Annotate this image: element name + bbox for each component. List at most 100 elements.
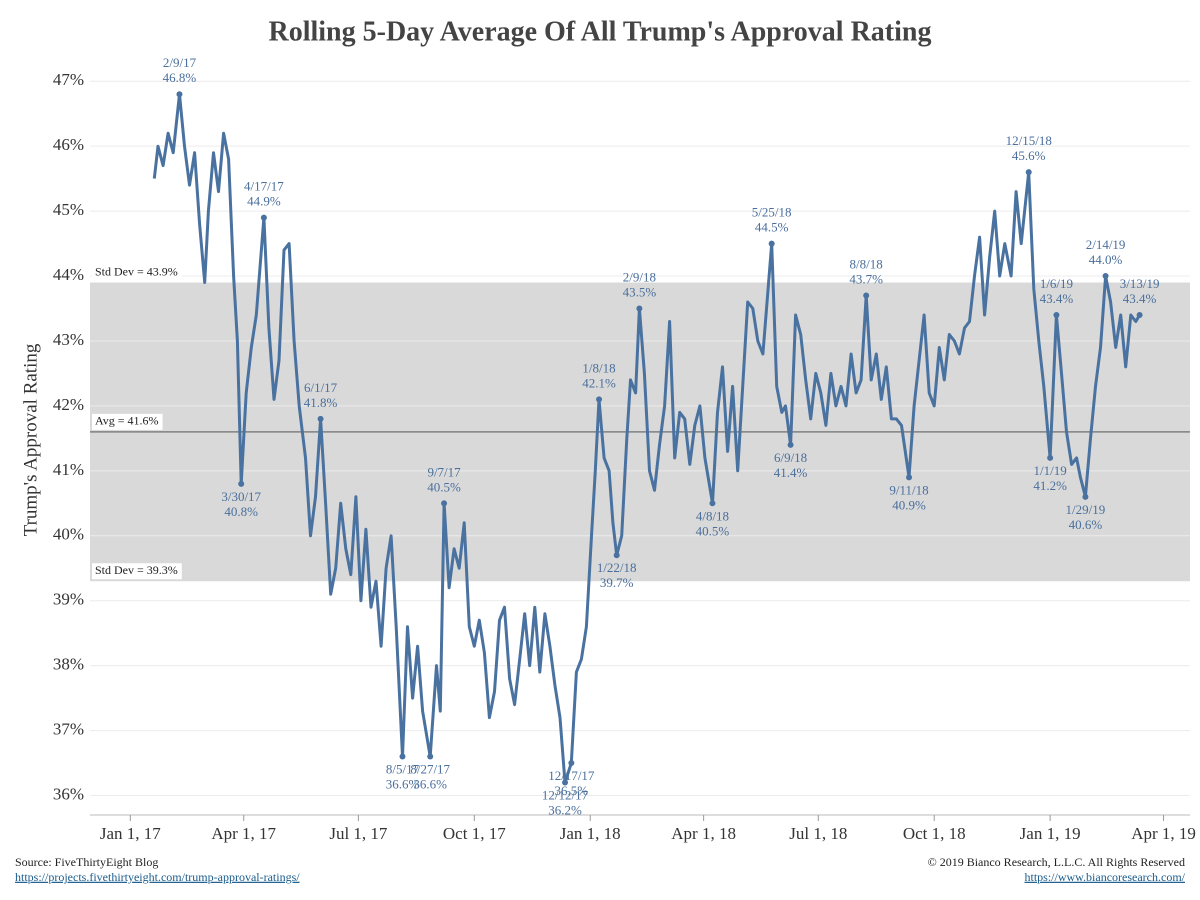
annotation-value: 40.5%: [696, 523, 730, 538]
annotation-date: 2/9/18: [623, 269, 656, 284]
annotation-dot: [427, 753, 434, 760]
annotation-dot: [709, 500, 716, 507]
y-tick-label: 39%: [53, 590, 84, 609]
annotation-dot: [562, 779, 569, 786]
ref-label: Std Dev = 43.9%: [95, 264, 178, 278]
annotation-date: 2/14/19: [1086, 237, 1126, 252]
y-tick-label: 36%: [53, 784, 84, 803]
annotation-date: 1/8/18: [582, 360, 615, 375]
annotation-dot: [1136, 312, 1143, 318]
annotation-date: 4/17/17: [244, 179, 284, 194]
annotation-date: 9/7/17: [427, 464, 461, 479]
annotation-value: 40.9%: [892, 497, 926, 512]
annotation-value: 44.0%: [1089, 252, 1123, 267]
annotation-value: 40.8%: [224, 504, 258, 519]
annotation-value: 43.4%: [1040, 291, 1074, 306]
annotation-dot: [1025, 169, 1032, 176]
annotation-dot: [1102, 273, 1109, 280]
annotation-dot: [176, 91, 183, 98]
annotation-dot: [1047, 454, 1054, 461]
y-tick-label: 44%: [53, 265, 84, 284]
annotation-dot: [787, 441, 794, 448]
y-tick-label: 43%: [53, 330, 84, 349]
y-tick-label: 41%: [53, 460, 84, 479]
y-tick-label: 45%: [53, 200, 84, 219]
x-tick-label: Oct 1, 17: [443, 824, 506, 843]
annotation-dot: [636, 305, 643, 312]
annotation-date: 8/27/17: [410, 762, 450, 777]
annotation-value: 43.5%: [623, 284, 657, 299]
annotation-date: 1/6/19: [1040, 276, 1073, 291]
annotation-dot: [568, 760, 575, 767]
annotation-value: 36.6%: [386, 777, 420, 792]
source: Source: FiveThirtyEight Blog: [15, 855, 158, 869]
annotation-dot: [1082, 493, 1089, 500]
annotation-value: 41.4%: [774, 465, 808, 480]
annotation-date: 8/8/18: [850, 257, 883, 272]
annotation-dot: [613, 552, 620, 559]
annotation-date: 1/29/19: [1066, 502, 1106, 517]
annotation-date: 1/22/18: [597, 560, 637, 575]
annotation-date: 3/13/19: [1120, 276, 1160, 291]
annotation-value: 45.6%: [1012, 148, 1046, 163]
annotation-value: 36.6%: [413, 777, 447, 792]
annotation-date: 5/25/18: [752, 205, 792, 220]
annotation-value: 41.8%: [304, 395, 338, 410]
annotation-date: 12/12/17: [542, 788, 589, 803]
annotation-value: 44.5%: [755, 220, 789, 235]
x-tick-label: Jul 1, 17: [329, 824, 388, 843]
annotation-value: 40.6%: [1069, 517, 1103, 532]
annotation-value: 44.9%: [247, 194, 281, 209]
annotation-value: 36.2%: [548, 803, 582, 818]
annotation-date: 12/17/17: [548, 768, 595, 783]
annotation-dot: [768, 240, 775, 247]
annotation-date: 2/9/17: [163, 55, 197, 70]
x-tick-label: Oct 1, 18: [903, 824, 966, 843]
annotation-value: 43.4%: [1123, 291, 1157, 306]
copyright: © 2019 Bianco Research, L.L.C. All Right…: [928, 855, 1185, 869]
annotation-dot: [238, 480, 245, 487]
annotation-date: 8/5/17: [386, 762, 420, 777]
y-tick-label: 37%: [53, 719, 84, 738]
annotation-date: 12/15/18: [1006, 133, 1052, 148]
annotation-value: 46.8%: [163, 70, 197, 85]
y-axis-label: Trump's Approval Rating: [20, 343, 41, 536]
y-tick-label: 38%: [53, 655, 84, 674]
annotation-date: 9/11/18: [889, 482, 928, 497]
ref-label-bg: [92, 413, 163, 430]
annotation-dot: [863, 292, 870, 299]
x-tick-label: Jan 1, 17: [100, 824, 161, 843]
annotation-dot: [441, 500, 448, 507]
ref-label-bg: [92, 563, 182, 580]
x-tick-label: Jul 1, 18: [789, 824, 847, 843]
annotation-date: 6/9/18: [774, 450, 807, 465]
annotation-value: 42.1%: [582, 375, 616, 390]
x-tick-label: Apr 1, 18: [671, 824, 736, 843]
y-tick-label: 42%: [53, 395, 84, 414]
x-tick-label: Apr 1, 17: [211, 824, 276, 843]
annotation-dot: [906, 474, 913, 481]
chart-title: Rolling 5-Day Average Of All Trump's App…: [269, 16, 932, 47]
annotation-dot: [399, 753, 406, 760]
ref-label: Std Dev = 39.3%: [95, 563, 178, 577]
annotation-value: 39.7%: [600, 575, 634, 590]
y-tick-label: 47%: [53, 70, 84, 89]
copyright-link[interactable]: https://www.biancoresearch.com/: [1024, 870, 1185, 884]
annotation-date: 3/30/17: [221, 489, 261, 504]
x-tick-label: Apr 1, 19: [1131, 824, 1196, 843]
annotation-value: 36.5%: [555, 783, 589, 798]
annotation-dot: [317, 415, 324, 422]
annotation-value: 40.5%: [427, 479, 461, 494]
annotation-date: 1/1/19: [1034, 463, 1067, 478]
ref-label-bg: [92, 264, 182, 281]
annotation-value: 43.7%: [849, 272, 883, 287]
y-tick-label: 46%: [53, 135, 84, 154]
annotation-date: 6/1/17: [304, 380, 338, 395]
annotation-dot: [596, 396, 603, 403]
ref-label: Avg = 41.6%: [95, 414, 159, 428]
annotation-date: 4/8/18: [696, 508, 729, 523]
source-link[interactable]: https://projects.fivethirtyeight.com/tru…: [15, 870, 300, 884]
annotation-dot: [1053, 312, 1060, 318]
y-tick-label: 40%: [53, 525, 84, 544]
